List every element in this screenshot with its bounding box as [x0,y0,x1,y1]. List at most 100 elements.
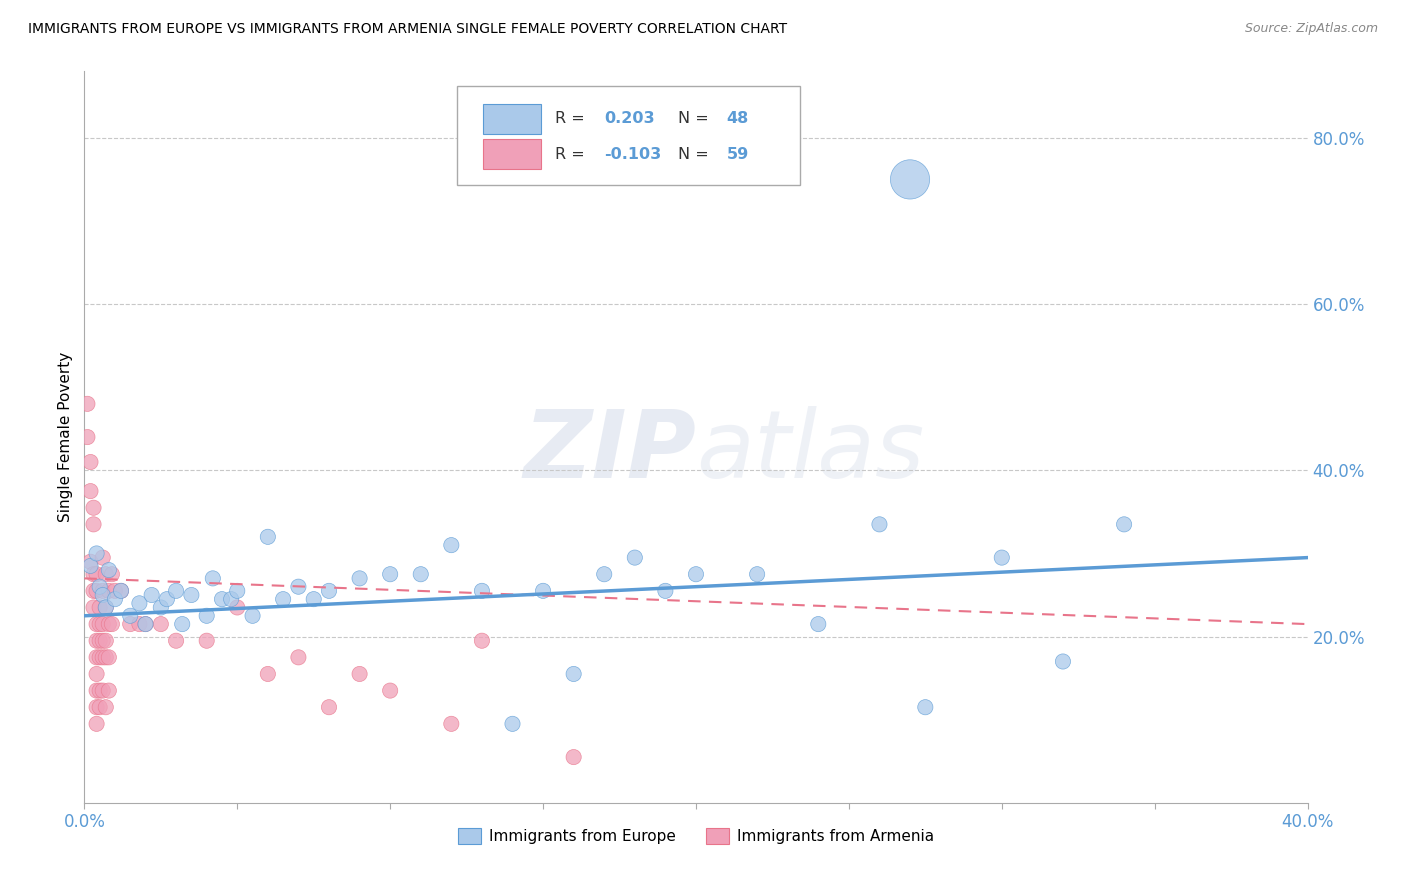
Point [86,650,108,665]
Point [219,592,242,607]
Point [101,617,124,632]
Text: 0.203: 0.203 [605,112,655,127]
Point [104,583,127,598]
Y-axis label: Single Female Poverty: Single Female Poverty [58,352,73,522]
Point [349,571,371,585]
Point [471,633,494,648]
FancyBboxPatch shape [484,103,541,135]
Point [91,683,114,698]
Point [94,567,117,582]
Point [869,517,891,532]
Point [97,617,120,632]
Point [128,617,150,632]
Point [86,633,108,648]
Point [104,592,127,607]
Point [226,600,249,615]
Point [97,563,120,577]
Point [79,455,101,469]
Text: Source: ZipAtlas.com: Source: ZipAtlas.com [1244,22,1378,36]
Point [79,484,101,499]
Point [94,600,117,615]
Point [97,583,120,598]
Point [502,716,524,731]
Text: ZIP: ZIP [523,406,696,498]
Point [76,430,98,444]
Text: R =: R = [555,112,591,127]
Point [409,567,432,582]
Point [807,617,830,632]
Point [685,567,707,582]
Point [257,530,280,544]
Text: atlas: atlas [696,406,924,497]
Text: 48: 48 [727,112,749,127]
Point [242,608,264,623]
Point [89,600,111,615]
Point [287,580,309,594]
Point [79,558,101,573]
Point [91,583,114,598]
Text: 59: 59 [727,146,749,161]
Point [110,583,132,598]
Point [302,592,325,607]
Point [471,583,494,598]
Point [97,683,120,698]
Point [110,583,132,598]
Point [380,567,402,582]
Point [149,617,172,632]
FancyBboxPatch shape [484,138,541,169]
Point [380,683,402,698]
Point [97,650,120,665]
Point [91,617,114,632]
Point [624,550,647,565]
Point [201,571,224,585]
Point [226,583,249,598]
Point [898,172,921,186]
Point [86,667,108,681]
Point [83,583,105,598]
Point [149,600,172,615]
Text: R =: R = [555,146,591,161]
Point [747,567,769,582]
Point [83,600,105,615]
Text: IMMIGRANTS FROM EUROPE VS IMMIGRANTS FROM ARMENIA SINGLE FEMALE POVERTY CORRELAT: IMMIGRANTS FROM EUROPE VS IMMIGRANTS FRO… [28,22,787,37]
Point [287,650,309,665]
Point [195,633,218,648]
Point [94,700,117,714]
Point [79,555,101,569]
Point [89,700,111,714]
Point [89,650,111,665]
Text: -0.103: -0.103 [605,146,661,161]
Text: N =: N = [678,146,713,161]
Point [172,617,194,632]
Point [86,546,108,560]
Point [914,700,936,714]
Point [120,617,142,632]
Point [165,583,187,598]
Point [1114,517,1136,532]
Point [135,617,157,632]
Point [86,583,108,598]
Point [83,517,105,532]
Point [91,633,114,648]
Legend: Immigrants from Europe, Immigrants from Armenia: Immigrants from Europe, Immigrants from … [451,822,941,850]
FancyBboxPatch shape [457,86,800,185]
Point [531,583,554,598]
Point [94,650,117,665]
Text: N =: N = [678,112,713,127]
Point [180,588,202,602]
Point [318,583,340,598]
Point [271,592,294,607]
Point [91,650,114,665]
Point [86,683,108,698]
Point [86,716,108,731]
Point [76,397,98,411]
Point [83,500,105,515]
Point [94,600,117,615]
Point [257,667,280,681]
Point [318,700,340,714]
Point [89,633,111,648]
Point [86,617,108,632]
Point [349,667,371,681]
Point [135,617,157,632]
Point [195,608,218,623]
